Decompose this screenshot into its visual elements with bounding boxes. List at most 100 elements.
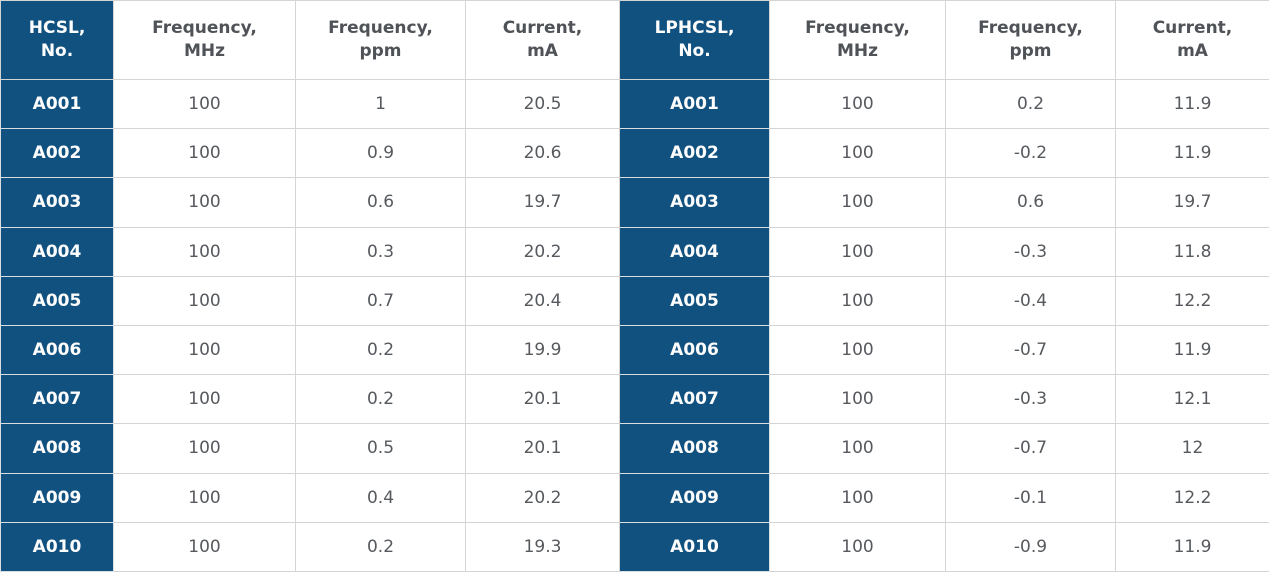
table-row: A002 100 0.9 20.6 A002 100 -0.2 11.9 <box>0 128 1269 179</box>
lphcsl-row-label: A001 <box>619 78 770 130</box>
hcsl-row-label: A004 <box>0 226 114 277</box>
hcsl-row-label: A008 <box>0 423 114 474</box>
cell-hcsl-current-ma: 20.2 <box>465 226 620 277</box>
cell-hcsl-current-ma: 19.7 <box>465 177 620 228</box>
lphcsl-row-label: A009 <box>619 472 770 523</box>
table-row: A008 100 0.5 20.1 A008 100 -0.7 12 <box>0 423 1269 474</box>
cell-hcsl-frequency-mhz: 100 <box>113 374 296 425</box>
cell-hcsl-frequency-ppm: 0.2 <box>295 374 466 425</box>
cell-lphcsl-frequency-mhz: 100 <box>769 226 946 277</box>
cell-hcsl-current-ma: 20.4 <box>465 275 620 326</box>
table-row: A004 100 0.3 20.2 A004 100 -0.3 11.8 <box>0 226 1269 277</box>
column-header-current-ma: Current, mA <box>465 0 620 80</box>
table-row: A003 100 0.6 19.7 A003 100 0.6 19.7 <box>0 177 1269 228</box>
cell-lphcsl-frequency-ppm: -0.4 <box>945 275 1116 326</box>
cell-lphcsl-frequency-ppm: -0.2 <box>945 128 1116 179</box>
cell-lphcsl-frequency-ppm: -0.7 <box>945 423 1116 474</box>
lphcsl-row-label: A002 <box>619 128 770 179</box>
cell-hcsl-frequency-ppm: 0.5 <box>295 423 466 474</box>
cell-lphcsl-frequency-mhz: 100 <box>769 275 946 326</box>
cell-lphcsl-current-ma: 12 <box>1115 423 1269 474</box>
cell-lphcsl-current-ma: 12.2 <box>1115 275 1269 326</box>
column-header-current-ma: Current, mA <box>1115 0 1269 80</box>
column-header-frequency-mhz: Frequency, MHz <box>769 0 946 80</box>
cell-lphcsl-frequency-ppm: -0.3 <box>945 226 1116 277</box>
cell-hcsl-frequency-mhz: 100 <box>113 521 296 572</box>
cell-hcsl-current-ma: 20.6 <box>465 128 620 179</box>
cell-hcsl-frequency-ppm: 0.7 <box>295 275 466 326</box>
cell-hcsl-frequency-mhz: 100 <box>113 78 296 130</box>
hcsl-row-label: A007 <box>0 374 114 425</box>
cell-lphcsl-frequency-ppm: -0.3 <box>945 374 1116 425</box>
cell-hcsl-frequency-mhz: 100 <box>113 472 296 523</box>
cell-lphcsl-current-ma: 11.9 <box>1115 78 1269 130</box>
cell-lphcsl-frequency-mhz: 100 <box>769 324 946 376</box>
cell-lphcsl-current-ma: 11.9 <box>1115 521 1269 572</box>
cell-lphcsl-current-ma: 19.7 <box>1115 177 1269 228</box>
cell-lphcsl-frequency-ppm: -0.1 <box>945 472 1116 523</box>
hcsl-row-label: A009 <box>0 472 114 523</box>
cell-lphcsl-frequency-mhz: 100 <box>769 374 946 425</box>
hcsl-row-label: A001 <box>0 78 114 130</box>
cell-hcsl-frequency-mhz: 100 <box>113 177 296 228</box>
cell-hcsl-current-ma: 19.9 <box>465 324 620 376</box>
cell-lphcsl-frequency-ppm: -0.9 <box>945 521 1116 572</box>
hcsl-row-label: A010 <box>0 521 114 572</box>
cell-lphcsl-frequency-ppm: -0.7 <box>945 324 1116 376</box>
cell-hcsl-current-ma: 20.1 <box>465 423 620 474</box>
hcsl-row-label: A006 <box>0 324 114 376</box>
cell-hcsl-current-ma: 20.2 <box>465 472 620 523</box>
cell-lphcsl-frequency-mhz: 100 <box>769 472 946 523</box>
cell-hcsl-frequency-mhz: 100 <box>113 226 296 277</box>
header-row: HCSL, No. Frequency, MHz Frequency, ppm Cur… <box>0 0 1269 80</box>
lphcsl-row-label: A007 <box>619 374 770 425</box>
cell-hcsl-frequency-ppm: 0.3 <box>295 226 466 277</box>
cell-hcsl-frequency-ppm: 1 <box>295 78 466 130</box>
column-header-frequency-ppm: Frequency, ppm <box>945 0 1116 80</box>
cell-lphcsl-frequency-mhz: 100 <box>769 128 946 179</box>
lphcsl-row-label: A003 <box>619 177 770 228</box>
cell-lphcsl-frequency-mhz: 100 <box>769 78 946 130</box>
cell-lphcsl-current-ma: 11.9 <box>1115 324 1269 376</box>
cell-hcsl-frequency-ppm: 0.2 <box>295 521 466 572</box>
cell-lphcsl-frequency-ppm: 0.2 <box>945 78 1116 130</box>
table-row: A009 100 0.4 20.2 A009 100 -0.1 12.2 <box>0 472 1269 523</box>
cell-hcsl-frequency-ppm: 0.6 <box>295 177 466 228</box>
table-body: A001 100 1 20.5 A001 100 0.2 11.9 A002 100 0.9 20.6… <box>0 78 1269 572</box>
column-header-hcsl-no: HCSL, No. <box>0 0 114 80</box>
cell-lphcsl-current-ma: 11.8 <box>1115 226 1269 277</box>
cell-hcsl-current-ma: 20.5 <box>465 78 620 130</box>
column-header-frequency-mhz: Frequency, MHz <box>113 0 296 80</box>
table-row: A005 100 0.7 20.4 A005 100 -0.4 12.2 <box>0 275 1269 326</box>
lphcsl-row-label: A010 <box>619 521 770 572</box>
lphcsl-row-label: A004 <box>619 226 770 277</box>
table-row: A001 100 1 20.5 A001 100 0.2 11.9 <box>0 78 1269 130</box>
lphcsl-row-label: A006 <box>619 324 770 376</box>
table-row: A010 100 0.2 19.3 A010 100 -0.9 11.9 <box>0 521 1269 572</box>
cell-lphcsl-frequency-mhz: 100 <box>769 177 946 228</box>
cell-hcsl-frequency-ppm: 0.4 <box>295 472 466 523</box>
hcsl-row-label: A005 <box>0 275 114 326</box>
cell-lphcsl-frequency-ppm: 0.6 <box>945 177 1116 228</box>
cell-hcsl-current-ma: 20.1 <box>465 374 620 425</box>
cell-lphcsl-current-ma: 11.9 <box>1115 128 1269 179</box>
cell-lphcsl-frequency-mhz: 100 <box>769 521 946 572</box>
cell-hcsl-frequency-ppm: 0.9 <box>295 128 466 179</box>
column-header-lphcsl-no: LPHCSL, No. <box>619 0 770 80</box>
cell-hcsl-frequency-ppm: 0.2 <box>295 324 466 376</box>
cell-hcsl-frequency-mhz: 100 <box>113 275 296 326</box>
cell-hcsl-frequency-mhz: 100 <box>113 324 296 376</box>
cell-hcsl-frequency-mhz: 100 <box>113 423 296 474</box>
table-row: A007 100 0.2 20.1 A007 100 -0.3 12.1 <box>0 374 1269 425</box>
hcsl-row-label: A002 <box>0 128 114 179</box>
lphcsl-row-label: A005 <box>619 275 770 326</box>
lphcsl-row-label: A008 <box>619 423 770 474</box>
cell-hcsl-frequency-mhz: 100 <box>113 128 296 179</box>
cell-lphcsl-current-ma: 12.2 <box>1115 472 1269 523</box>
hcsl-row-label: A003 <box>0 177 114 228</box>
column-header-frequency-ppm: Frequency, ppm <box>295 0 466 80</box>
cell-hcsl-current-ma: 19.3 <box>465 521 620 572</box>
table-row: A006 100 0.2 19.9 A006 100 -0.7 11.9 <box>0 324 1269 376</box>
